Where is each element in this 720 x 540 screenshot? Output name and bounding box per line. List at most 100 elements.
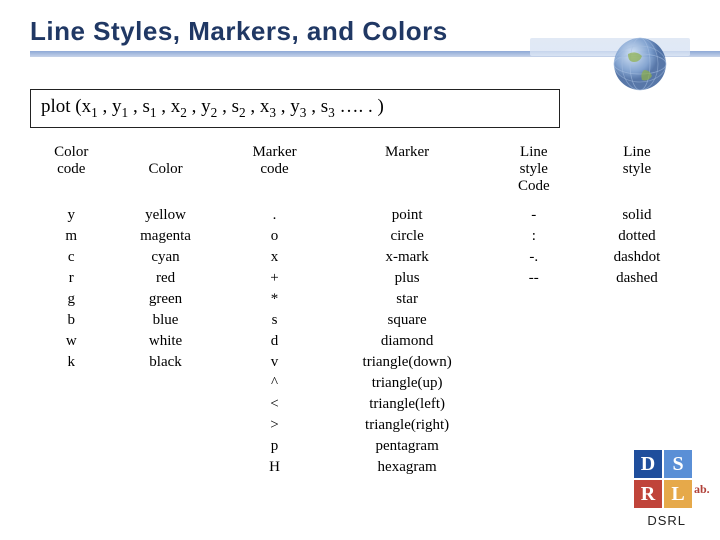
cell-lc	[484, 394, 584, 415]
table-row: rred+plus--dashed	[30, 268, 690, 289]
cell-lc	[484, 352, 584, 373]
cell-cn: yellow	[113, 205, 219, 226]
cell-mn: circle	[331, 226, 484, 247]
cell-mn: triangle(right)	[331, 415, 484, 436]
dsrl-logo: D S R L ab.	[634, 450, 692, 508]
cell-mc: o	[219, 226, 331, 247]
cell-cn: green	[113, 289, 219, 310]
cell-ln: dashdot	[584, 247, 690, 268]
cell-ln	[584, 415, 690, 436]
cell-mn: pentagram	[331, 436, 484, 457]
cell-ln	[584, 331, 690, 352]
syntax-text: plot (x1 , y1 , s1 , x2 , y2 , s2 , x3 ,…	[41, 96, 384, 117]
cell-mc: H	[219, 457, 331, 478]
cell-mn: triangle(down)	[331, 352, 484, 373]
table-row: Hhexagram	[30, 457, 690, 478]
reference-table: Colorcode Color Markercode Marker Linest…	[30, 140, 690, 478]
cell-mn: x-mark	[331, 247, 484, 268]
cell-cn: red	[113, 268, 219, 289]
cell-cn: black	[113, 352, 219, 373]
cell-lc	[484, 373, 584, 394]
table-row: ggreen*star	[30, 289, 690, 310]
cell-mn: hexagram	[331, 457, 484, 478]
cell-mc: +	[219, 268, 331, 289]
logo-cell-s: S	[664, 450, 692, 478]
cell-cn	[113, 373, 219, 394]
table-row: ccyanxx-mark-.dashdot	[30, 247, 690, 268]
cell-mn: triangle(left)	[331, 394, 484, 415]
logo-cell-d: D	[634, 450, 662, 478]
table-row: kblackvtriangle(down)	[30, 352, 690, 373]
cell-mc: p	[219, 436, 331, 457]
cell-cc: k	[30, 352, 113, 373]
cell-mc: ^	[219, 373, 331, 394]
cell-cc: y	[30, 205, 113, 226]
cell-mc: >	[219, 415, 331, 436]
globe-icon	[608, 32, 672, 96]
cell-lc: :	[484, 226, 584, 247]
cell-mn: square	[331, 310, 484, 331]
logo-cell-l: L	[664, 480, 692, 508]
cell-lc: --	[484, 268, 584, 289]
cell-cn	[113, 457, 219, 478]
cell-cc	[30, 457, 113, 478]
cell-cn	[113, 394, 219, 415]
cell-mn: star	[331, 289, 484, 310]
cell-mc: s	[219, 310, 331, 331]
cell-cc	[30, 394, 113, 415]
cell-lc	[484, 310, 584, 331]
cell-cn	[113, 415, 219, 436]
header-marker: Marker	[331, 140, 484, 205]
cell-lc	[484, 457, 584, 478]
cell-ln	[584, 310, 690, 331]
cell-ln	[584, 352, 690, 373]
cell-cc: b	[30, 310, 113, 331]
cell-mc: .	[219, 205, 331, 226]
cell-mn: point	[331, 205, 484, 226]
logo-side-text: ab.	[694, 482, 710, 497]
cell-mc: *	[219, 289, 331, 310]
cell-ln	[584, 289, 690, 310]
cell-mn: diamond	[331, 331, 484, 352]
cell-cn: white	[113, 331, 219, 352]
header-color-code: Colorcode	[30, 140, 113, 205]
cell-lc	[484, 289, 584, 310]
table-row: yyellow.point-solid	[30, 205, 690, 226]
table-row: ppentagram	[30, 436, 690, 457]
header-linestyle-code: LinestyleCode	[484, 140, 584, 205]
cell-mn: plus	[331, 268, 484, 289]
cell-cc: r	[30, 268, 113, 289]
header-linestyle: Linestyle	[584, 140, 690, 205]
cell-cn: magenta	[113, 226, 219, 247]
cell-cc: w	[30, 331, 113, 352]
cell-mc: v	[219, 352, 331, 373]
table-row: bbluessquare	[30, 310, 690, 331]
cell-ln: solid	[584, 205, 690, 226]
cell-lc	[484, 415, 584, 436]
cell-mn: triangle(up)	[331, 373, 484, 394]
cell-lc: -	[484, 205, 584, 226]
cell-cn	[113, 436, 219, 457]
header-marker-code: Markercode	[219, 140, 331, 205]
table-row: wwhiteddiamond	[30, 331, 690, 352]
cell-cc: m	[30, 226, 113, 247]
syntax-box: plot (x1 , y1 , s1 , x2 , y2 , s2 , x3 ,…	[30, 89, 560, 128]
cell-mc: x	[219, 247, 331, 268]
cell-lc	[484, 436, 584, 457]
logo-cell-r: R	[634, 480, 662, 508]
cell-ln: dashed	[584, 268, 690, 289]
table-row: ^triangle(up)	[30, 373, 690, 394]
cell-mc: d	[219, 331, 331, 352]
table-row: >triangle(right)	[30, 415, 690, 436]
cell-cn: blue	[113, 310, 219, 331]
table-row: mmagentaocircle:dotted	[30, 226, 690, 247]
cell-lc	[484, 331, 584, 352]
header-color: Color	[113, 140, 219, 205]
cell-ln	[584, 373, 690, 394]
cell-ln	[584, 394, 690, 415]
cell-cc	[30, 436, 113, 457]
cell-cc: c	[30, 247, 113, 268]
cell-mc: <	[219, 394, 331, 415]
cell-lc: -.	[484, 247, 584, 268]
cell-cc: g	[30, 289, 113, 310]
